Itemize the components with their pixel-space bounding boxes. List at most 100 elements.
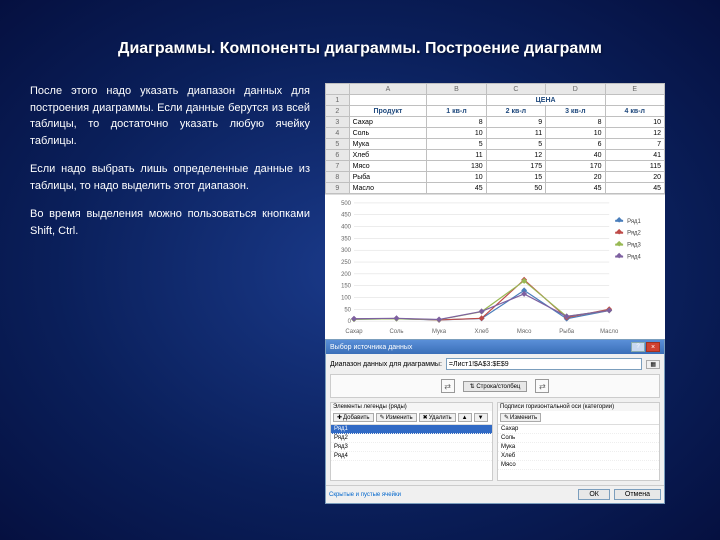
table-cell[interactable]: 12: [605, 128, 664, 139]
spreadsheet-table[interactable]: A B C D E 1ЦЕНА 2 Продукт 1 кв-л 2 кв-л …: [325, 83, 665, 194]
close-icon[interactable]: ×: [646, 342, 660, 352]
range-picker-icon[interactable]: ▦: [646, 360, 660, 369]
chart-area[interactable]: 050100150200250300350400450500СахарСольМ…: [325, 194, 665, 339]
list-item[interactable]: Соль: [498, 434, 659, 443]
table-cell[interactable]: 10: [427, 128, 486, 139]
table-header-cell[interactable]: Продукт: [349, 106, 427, 117]
table-cell[interactable]: 45: [427, 183, 486, 194]
row-header[interactable]: 8: [326, 172, 350, 183]
add-series-button[interactable]: ✚Добавить: [333, 413, 374, 422]
table-cell[interactable]: 9: [486, 117, 545, 128]
table-header-cell[interactable]: 4 кв-л: [605, 106, 664, 117]
list-item[interactable]: Мясо: [498, 461, 659, 470]
row-header[interactable]: 7: [326, 161, 350, 172]
delete-icon: ✖: [423, 414, 428, 421]
list-item[interactable]: Ряд1: [331, 425, 492, 434]
help-icon[interactable]: ?: [631, 342, 645, 352]
table-cell[interactable]: 8: [427, 117, 486, 128]
slide-title: Диаграммы. Компоненты диаграммы. Построе…: [30, 40, 690, 58]
table-header-cell[interactable]: 2 кв-л: [486, 106, 545, 117]
svg-text:Рыба: Рыба: [559, 329, 574, 335]
row-header[interactable]: 2: [326, 106, 350, 117]
row-header[interactable]: 9: [326, 183, 350, 194]
table-cell[interactable]: 11: [486, 128, 545, 139]
table-cell[interactable]: 41: [605, 150, 664, 161]
table-cell[interactable]: 6: [546, 139, 605, 150]
table-cell[interactable]: 12: [486, 150, 545, 161]
table-header-cell[interactable]: 1 кв-л: [427, 106, 486, 117]
table-cell[interactable]: 10: [427, 172, 486, 183]
svg-text:50: 50: [344, 307, 351, 313]
col-header[interactable]: E: [605, 84, 664, 95]
edit-series-button[interactable]: ✎Изменить: [376, 413, 417, 422]
table-cell[interactable]: 50: [486, 183, 545, 194]
table-cell[interactable]: 8: [546, 117, 605, 128]
table-cell[interactable]: Сахар: [349, 117, 427, 128]
svg-text:200: 200: [341, 272, 352, 278]
move-up-button[interactable]: ▲: [458, 413, 472, 422]
list-item[interactable]: Хлеб: [498, 452, 659, 461]
arrow-right-icon: ⇄: [535, 379, 549, 393]
paragraph-2: Если надо выбрать лишь определенные данн…: [30, 161, 310, 194]
table-cell[interactable]: Масло: [349, 183, 427, 194]
table-cell[interactable]: Соль: [349, 128, 427, 139]
table-cell[interactable]: 5: [427, 139, 486, 150]
ok-button[interactable]: ОК: [578, 489, 610, 500]
swap-rowcol-button[interactable]: ⇅ Строка/столбец: [463, 381, 528, 392]
plus-icon: ✚: [337, 414, 342, 421]
col-header[interactable]: A: [349, 84, 427, 95]
svg-text:Соль: Соль: [390, 329, 404, 335]
swap-icon: ⇅: [470, 384, 475, 390]
row-header[interactable]: 5: [326, 139, 350, 150]
dialog-titlebar[interactable]: Выбор источника данных ? ×: [326, 340, 664, 354]
table-cell[interactable]: 5: [486, 139, 545, 150]
table-cell[interactable]: 7: [605, 139, 664, 150]
table-cell[interactable]: 10: [546, 128, 605, 139]
table-cell[interactable]: 45: [605, 183, 664, 194]
table-header-cell[interactable]: 3 кв-л: [546, 106, 605, 117]
col-header[interactable]: B: [427, 84, 486, 95]
row-header[interactable]: 3: [326, 117, 350, 128]
table-cell[interactable]: 170: [546, 161, 605, 172]
hidden-cells-link[interactable]: Скрытые и пустые ячейки: [329, 492, 401, 498]
table-cell[interactable]: 40: [546, 150, 605, 161]
table-cell[interactable]: 15: [486, 172, 545, 183]
table-cell[interactable]: 115: [605, 161, 664, 172]
table-cell[interactable]: 130: [427, 161, 486, 172]
col-header[interactable]: C: [486, 84, 545, 95]
svg-text:Мясо: Мясо: [517, 329, 532, 335]
svg-text:Хлеб: Хлеб: [475, 329, 490, 335]
delete-series-button[interactable]: ✖Удалить: [419, 413, 456, 422]
col-header[interactable]: D: [546, 84, 605, 95]
table-cell[interactable]: Рыба: [349, 172, 427, 183]
list-item[interactable]: Ряд2: [331, 434, 492, 443]
series-listbox[interactable]: Ряд1Ряд2Ряд3Ряд4: [331, 425, 492, 480]
table-cell[interactable]: Мука: [349, 139, 427, 150]
move-down-button[interactable]: ▼: [474, 413, 488, 422]
table-cell[interactable]: 11: [427, 150, 486, 161]
list-item[interactable]: Мука: [498, 443, 659, 452]
svg-text:Масло: Масло: [600, 329, 619, 335]
table-cell[interactable]: 10: [605, 117, 664, 128]
table-cell[interactable]: 45: [546, 183, 605, 194]
cancel-button[interactable]: Отмена: [614, 489, 661, 500]
edit-category-button[interactable]: ✎Изменить: [500, 413, 541, 422]
row-header[interactable]: 1: [326, 95, 350, 106]
list-item[interactable]: Ряд4: [331, 452, 492, 461]
list-item[interactable]: Ряд3: [331, 443, 492, 452]
table-cell[interactable]: 20: [605, 172, 664, 183]
svg-text:450: 450: [341, 213, 352, 219]
table-cell[interactable]: Мясо: [349, 161, 427, 172]
title-cell[interactable]: ЦЕНА: [486, 95, 605, 106]
table-cell[interactable]: 175: [486, 161, 545, 172]
table-cell[interactable]: Хлеб: [349, 150, 427, 161]
row-header[interactable]: 4: [326, 128, 350, 139]
list-item[interactable]: Сахар: [498, 425, 659, 434]
range-input[interactable]: [446, 358, 642, 370]
svg-text:0: 0: [348, 319, 352, 325]
swap-label: Строка/столбец: [476, 384, 520, 390]
table-cell[interactable]: 20: [546, 172, 605, 183]
svg-text:350: 350: [341, 236, 352, 242]
row-header[interactable]: 6: [326, 150, 350, 161]
category-listbox[interactable]: СахарСольМукаХлебМясо: [498, 425, 659, 480]
